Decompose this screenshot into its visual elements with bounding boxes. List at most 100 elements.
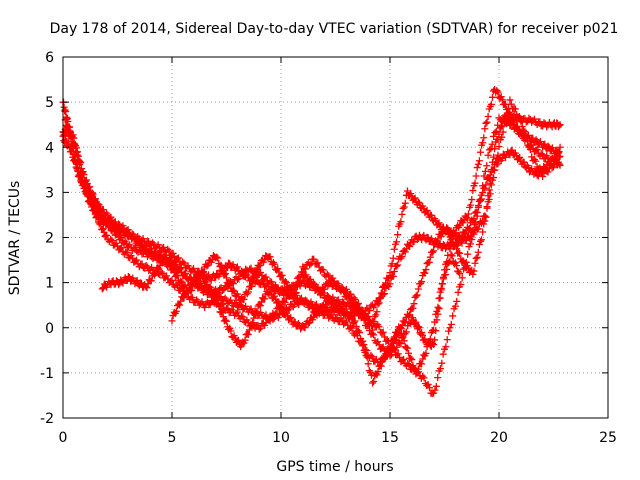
data-point (266, 253, 274, 261)
data-point (279, 305, 287, 313)
data-point (154, 241, 162, 249)
y-tick-label: 1 (45, 276, 54, 292)
data-point (421, 269, 429, 277)
data-point (405, 312, 413, 320)
data-point (413, 369, 421, 377)
data-point (446, 324, 454, 332)
data-point (122, 248, 130, 256)
data-point (423, 343, 431, 351)
data-point (214, 299, 222, 307)
data-point (497, 123, 505, 131)
data-point (529, 134, 537, 142)
data-point (394, 231, 402, 239)
data-point (479, 189, 487, 197)
data-point (91, 195, 99, 203)
data-point (472, 208, 480, 216)
data-point (530, 115, 538, 123)
data-point (274, 265, 282, 273)
data-point (474, 203, 482, 211)
data-point (160, 243, 168, 251)
data-point (63, 122, 71, 130)
data-point (386, 343, 394, 351)
data-point (215, 302, 223, 310)
data-point (453, 297, 461, 305)
data-point (488, 140, 496, 148)
data-point (225, 259, 233, 267)
data-point (310, 279, 318, 287)
data-point (64, 128, 72, 136)
data-point (291, 318, 299, 326)
x-tick-label: 5 (168, 430, 177, 446)
data-point (437, 286, 445, 294)
data-point (452, 262, 460, 270)
data-point (412, 318, 420, 326)
data-point (435, 294, 443, 302)
data-point (389, 272, 397, 280)
data-point (407, 354, 415, 362)
data-point (217, 293, 225, 301)
data-point (114, 229, 121, 237)
data-point (486, 171, 494, 179)
data-point (184, 287, 192, 295)
data-point (532, 136, 540, 144)
data-point (229, 286, 237, 294)
data-point (385, 274, 393, 282)
data-point (369, 326, 377, 334)
data-point (533, 146, 541, 154)
data-point (134, 237, 142, 245)
data-point (536, 118, 544, 126)
data-point (442, 343, 450, 351)
data-point (333, 314, 341, 322)
data-point (201, 303, 209, 311)
data-point (422, 266, 430, 274)
data-point (507, 100, 515, 108)
data-point (485, 175, 493, 183)
data-point (445, 327, 453, 335)
x-tick-label: 10 (272, 430, 290, 446)
data-point (219, 313, 227, 321)
data-point (464, 210, 472, 218)
data-point (297, 294, 305, 302)
data-point (163, 272, 171, 280)
data-point (193, 296, 201, 304)
data-point (406, 242, 414, 250)
data-point (409, 304, 417, 312)
data-point (282, 279, 290, 287)
y-tick-label: -2 (40, 411, 54, 427)
data-point (411, 364, 419, 372)
data-point (422, 349, 430, 357)
data-point (363, 314, 371, 322)
data-point (418, 278, 426, 286)
data-point (197, 272, 205, 280)
data-point (442, 271, 450, 279)
data-point (485, 196, 493, 204)
data-point (203, 262, 211, 270)
data-point (439, 350, 447, 358)
data-point (382, 279, 390, 287)
data-point (223, 304, 230, 312)
data-point (454, 288, 462, 296)
data-point (370, 319, 378, 327)
data-point (455, 249, 463, 257)
data-point (212, 273, 220, 281)
data-point (374, 368, 382, 376)
data-point (550, 163, 557, 171)
data-point (468, 196, 476, 204)
data-point (124, 272, 132, 280)
data-point (270, 292, 278, 300)
data-point (370, 331, 378, 339)
data-point (398, 253, 406, 261)
data-point (508, 119, 516, 127)
data-point (400, 337, 408, 345)
data-point (304, 320, 312, 328)
data-point (470, 230, 478, 238)
data-point (470, 267, 478, 275)
data-point (143, 284, 151, 292)
data-point (306, 261, 314, 269)
data-point (107, 213, 115, 221)
data-point (206, 283, 214, 291)
data-point (173, 271, 181, 279)
data-point (398, 210, 406, 218)
data-point (494, 135, 502, 143)
data-point (165, 247, 173, 255)
